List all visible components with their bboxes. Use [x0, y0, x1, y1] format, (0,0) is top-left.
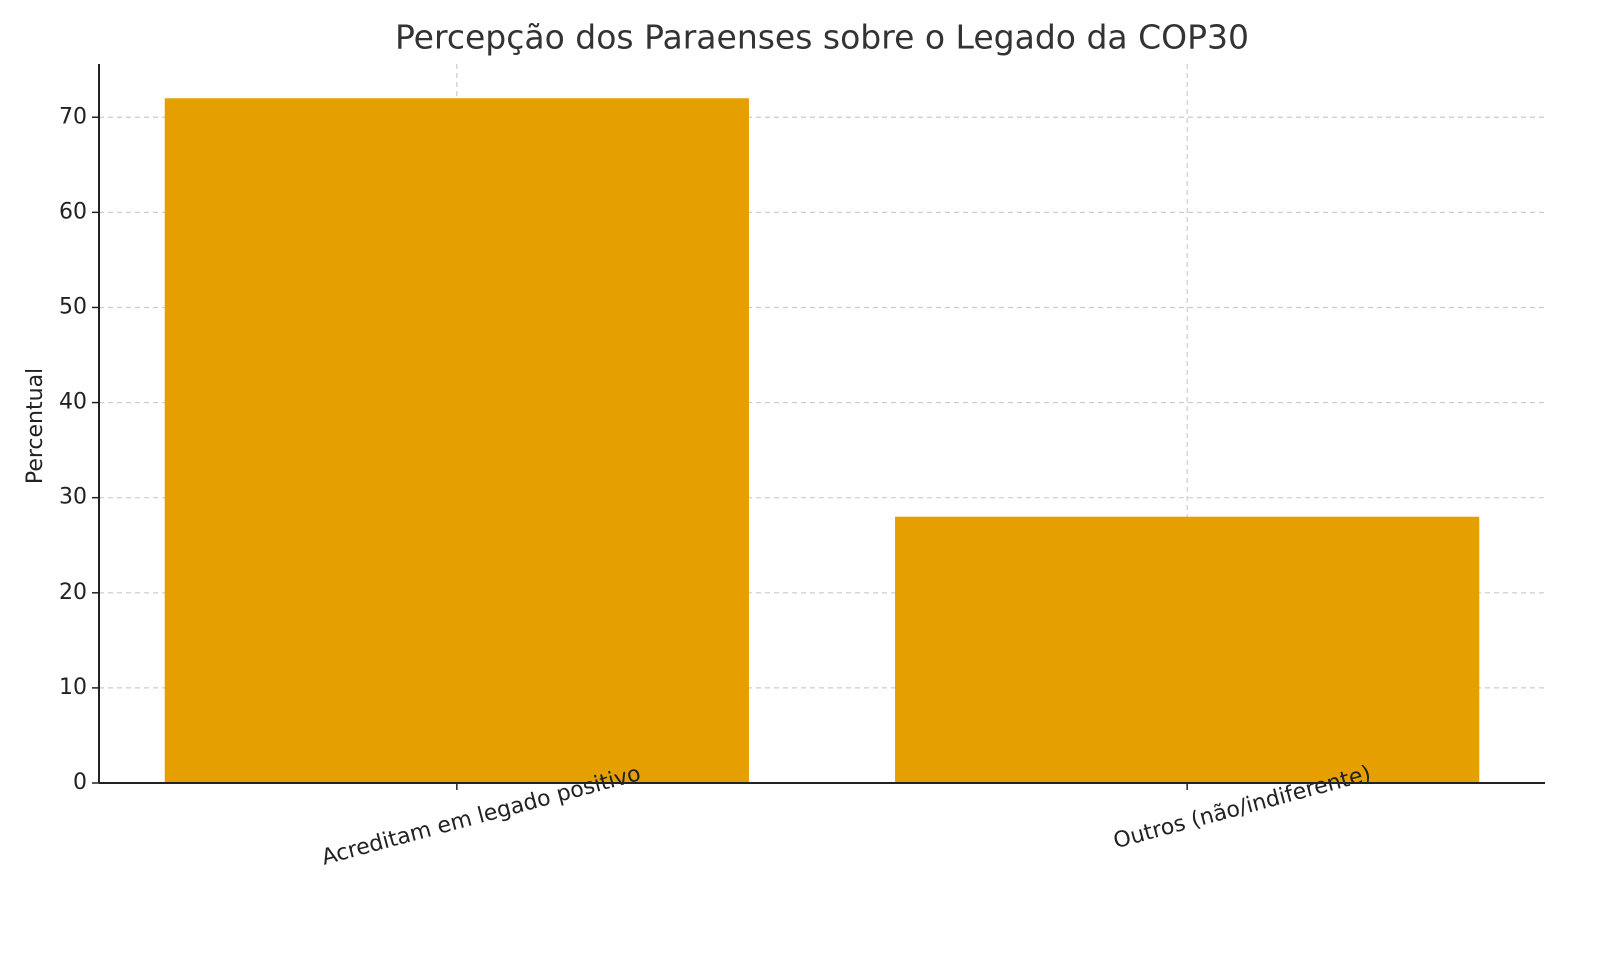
- y-tick-label: 60: [59, 199, 87, 224]
- y-tick-label: 30: [59, 485, 87, 510]
- bar: [895, 516, 1480, 783]
- y-tick-label: 40: [59, 390, 87, 415]
- y-tick-label: 20: [59, 580, 87, 605]
- y-tick-label: 10: [59, 675, 87, 700]
- y-tick-label: 70: [59, 104, 87, 129]
- y-tick-label: 50: [59, 294, 87, 319]
- chart-title: Percepção dos Paraenses sobre o Legado d…: [395, 18, 1249, 57]
- bar: [164, 98, 749, 783]
- y-tick-label: 0: [73, 770, 87, 795]
- y-axis-label: Percentual: [23, 368, 48, 484]
